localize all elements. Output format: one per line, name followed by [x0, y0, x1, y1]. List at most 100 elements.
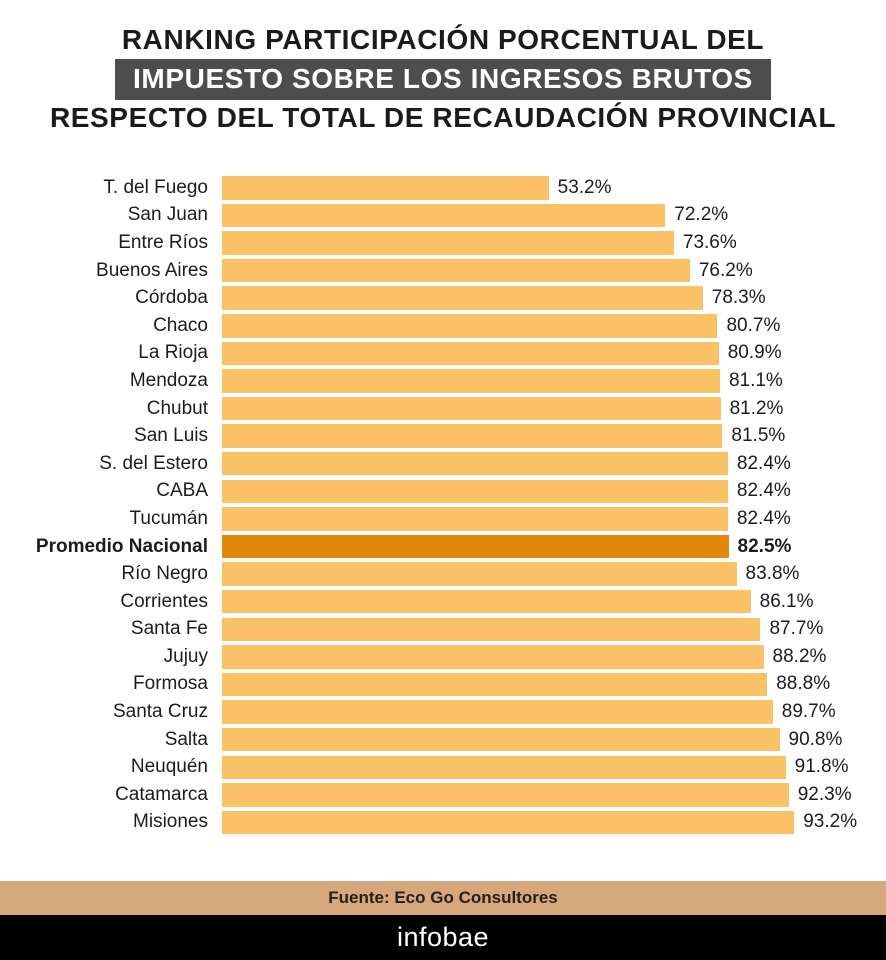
row-label: CABA — [156, 480, 208, 502]
value-label: 88.8% — [776, 673, 831, 695]
bar-row: San Juan 72.2% — [0, 202, 886, 230]
bar-row: Promedio Nacional 82.5% — [0, 533, 886, 561]
infobae-logo: infobae — [396, 922, 490, 952]
bar-area: 82.4% — [222, 479, 836, 504]
bar-row: San Luis 81.5% — [0, 422, 886, 450]
row-label: Córdoba — [135, 287, 208, 309]
bar-area: 82.5% — [222, 534, 836, 559]
source-strip: Fuente: Eco Go Consultores — [0, 881, 886, 915]
bar-row: T. del Fuego 53.2% — [0, 174, 886, 202]
row-label: Santa Fe — [130, 618, 208, 640]
bar-area: 76.2% — [222, 258, 836, 283]
bar — [222, 369, 720, 393]
value-label: 82.5% — [737, 535, 792, 557]
bar-row: Entre Ríos 73.6% — [0, 229, 886, 257]
bar — [222, 589, 751, 614]
value-label: 83.8% — [745, 563, 800, 585]
bar — [222, 783, 789, 807]
bar-row: Mendoza 81.1% — [0, 367, 886, 395]
bar — [222, 451, 728, 476]
bar — [222, 258, 690, 283]
row-label: Corrientes — [120, 590, 208, 612]
bar-chart: T. del Fuego 53.2% San Juan 72.2% Entre … — [0, 174, 886, 836]
bar — [222, 203, 666, 228]
bar-row: Río Negro 83.8% — [0, 560, 886, 588]
bar-row: Tucumán 82.4% — [0, 505, 886, 533]
brand-strip: infobae — [0, 915, 886, 960]
value-label: 81.2% — [729, 397, 784, 419]
row-label: Chaco — [153, 314, 208, 336]
bar-row: Chaco 80.7% — [0, 312, 886, 340]
row-label: La Rioja — [138, 342, 208, 364]
row-label: Río Negro — [121, 563, 208, 585]
bar-area: 53.2% — [222, 176, 836, 200]
bar-rows: T. del Fuego 53.2% San Juan 72.2% Entre … — [0, 174, 886, 836]
bar — [222, 562, 737, 586]
value-label: 81.5% — [731, 425, 786, 447]
row-label: T. del Fuego — [103, 176, 208, 198]
bar-row: Córdoba 78.3% — [0, 284, 886, 312]
bar-area: 82.4% — [222, 507, 836, 531]
bar-row: Salta 90.8% — [0, 726, 886, 754]
bar-row: S. del Estero 82.4% — [0, 450, 886, 478]
row-label: Mendoza — [129, 369, 208, 391]
row-label: Promedio Nacional — [35, 535, 208, 557]
bar-area: 87.7% — [222, 617, 836, 642]
bar — [222, 479, 728, 504]
bar-row: Catamarca 92.3% — [0, 781, 886, 809]
bar-row: CABA 82.4% — [0, 478, 886, 506]
row-label: Salta — [164, 728, 208, 750]
bar — [222, 617, 761, 642]
bar-area: 82.4% — [222, 451, 836, 476]
value-label: 76.2% — [698, 259, 753, 281]
value-label: 90.8% — [788, 728, 843, 750]
bar-row: Formosa 88.8% — [0, 671, 886, 699]
bar-area: 80.9% — [222, 341, 836, 366]
bar — [222, 286, 703, 310]
value-label: 53.2% — [557, 176, 612, 198]
value-label: 72.2% — [674, 204, 729, 226]
bar-row: Santa Fe 87.7% — [0, 616, 886, 644]
title-line-3: RESPECTO DEL TOTAL DE RECAUDACIÓN PROVIN… — [49, 102, 837, 134]
value-label: 88.2% — [772, 645, 827, 667]
row-label: Misiones — [133, 811, 208, 833]
bar — [222, 534, 729, 559]
value-label: 80.9% — [727, 342, 782, 364]
value-label: 73.6% — [682, 231, 737, 253]
row-label: Catamarca — [115, 783, 208, 805]
value-label: 80.7% — [726, 314, 781, 336]
bar-area: 73.6% — [222, 231, 836, 255]
title-line-2-highlighted: IMPUESTO SOBRE LOS INGRESOS BRUTOS — [115, 59, 771, 101]
bar — [222, 507, 728, 531]
bar-area: 80.7% — [222, 314, 836, 338]
row-label: San Luis — [134, 425, 208, 447]
bar-area: 89.7% — [222, 700, 836, 724]
bar-row: Santa Cruz 89.7% — [0, 698, 886, 726]
bar — [222, 314, 718, 338]
source-text: Fuente: Eco Go Consultores — [328, 888, 558, 907]
bar-row: Jujuy 88.2% — [0, 643, 886, 671]
bar — [222, 396, 721, 421]
value-label: 92.3% — [797, 783, 852, 805]
row-label: S. del Estero — [99, 452, 208, 474]
bar — [222, 176, 549, 200]
value-label: 91.8% — [794, 756, 849, 778]
bar — [222, 727, 780, 752]
bar — [222, 700, 773, 724]
value-label: 78.3% — [711, 287, 766, 309]
bar-row: Corrientes 86.1% — [0, 588, 886, 616]
title-line-1: RANKING PARTICIPACIÓN PORCENTUAL DEL — [121, 24, 765, 55]
bar-row: Misiones 93.2% — [0, 809, 886, 837]
bar — [222, 672, 768, 697]
row-label: Buenos Aires — [96, 259, 208, 281]
row-label: Entre Ríos — [118, 231, 208, 253]
bar-area: 90.8% — [222, 727, 842, 752]
bar-area: 92.3% — [222, 783, 852, 807]
row-label: Chubut — [146, 397, 208, 419]
bar-area: 78.3% — [222, 286, 836, 310]
bar-area: 91.8% — [222, 755, 849, 780]
value-label: 82.4% — [736, 480, 791, 502]
row-label: San Juan — [127, 204, 208, 226]
bar-row: Neuquén 91.8% — [0, 753, 886, 781]
